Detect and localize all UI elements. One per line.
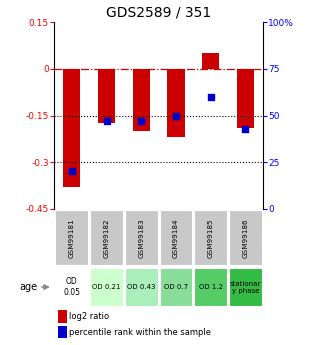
Bar xyxy=(98,69,115,123)
Text: log2 ratio: log2 ratio xyxy=(69,312,109,321)
Text: OD
0.05: OD 0.05 xyxy=(63,277,80,297)
Bar xyxy=(194,268,227,306)
Text: OD 0.21: OD 0.21 xyxy=(92,284,121,290)
Text: GSM99182: GSM99182 xyxy=(104,218,109,258)
Bar xyxy=(58,310,67,323)
Bar xyxy=(132,69,150,131)
Text: percentile rank within the sample: percentile rank within the sample xyxy=(69,327,211,336)
Bar xyxy=(194,210,227,265)
Point xyxy=(69,169,74,174)
Bar xyxy=(202,53,219,69)
Bar xyxy=(90,210,123,265)
Point xyxy=(208,94,213,100)
Bar xyxy=(229,268,262,306)
Bar xyxy=(63,69,81,187)
Text: OD 0.7: OD 0.7 xyxy=(164,284,188,290)
Text: GSM99183: GSM99183 xyxy=(138,218,144,258)
Bar xyxy=(90,268,123,306)
Bar xyxy=(125,268,158,306)
Text: OD 0.43: OD 0.43 xyxy=(127,284,156,290)
Text: GSM99185: GSM99185 xyxy=(208,218,214,258)
Text: GSM99186: GSM99186 xyxy=(243,218,248,258)
Bar xyxy=(55,210,88,265)
Bar xyxy=(229,210,262,265)
Bar xyxy=(55,268,88,306)
Text: OD 1.2: OD 1.2 xyxy=(199,284,223,290)
Bar xyxy=(125,210,158,265)
Text: age: age xyxy=(19,282,37,292)
Bar xyxy=(160,210,192,265)
Title: GDS2589 / 351: GDS2589 / 351 xyxy=(106,6,211,20)
Text: stationar
y phase: stationar y phase xyxy=(230,280,261,294)
Point xyxy=(104,118,109,124)
Bar xyxy=(58,326,67,338)
Text: GSM99184: GSM99184 xyxy=(173,218,179,258)
Bar xyxy=(167,69,185,137)
Bar xyxy=(160,268,192,306)
Text: GSM99181: GSM99181 xyxy=(69,218,75,258)
Point xyxy=(243,126,248,131)
Point xyxy=(139,118,144,124)
Point xyxy=(174,113,179,118)
Bar xyxy=(237,69,254,128)
